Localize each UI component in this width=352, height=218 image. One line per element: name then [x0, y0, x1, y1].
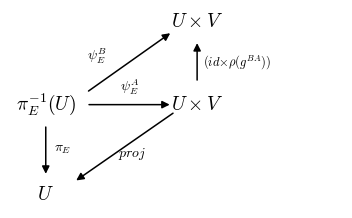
Text: $U \times V$: $U \times V$: [171, 95, 223, 114]
Text: $U$: $U$: [37, 184, 54, 204]
Text: $\psi_E^A$: $\psi_E^A$: [120, 78, 139, 97]
Text: $proj$: $proj$: [118, 146, 146, 162]
Text: $\pi_E^{-1}(U)$: $\pi_E^{-1}(U)$: [16, 92, 76, 117]
Text: $\pi_E$: $\pi_E$: [54, 142, 71, 156]
Text: $(id{\times}\rho(g^{BA}))$: $(id{\times}\rho(g^{BA}))$: [203, 53, 271, 71]
Text: $\psi_E^B$: $\psi_E^B$: [87, 47, 107, 66]
Text: $U \times V$: $U \times V$: [171, 12, 223, 31]
